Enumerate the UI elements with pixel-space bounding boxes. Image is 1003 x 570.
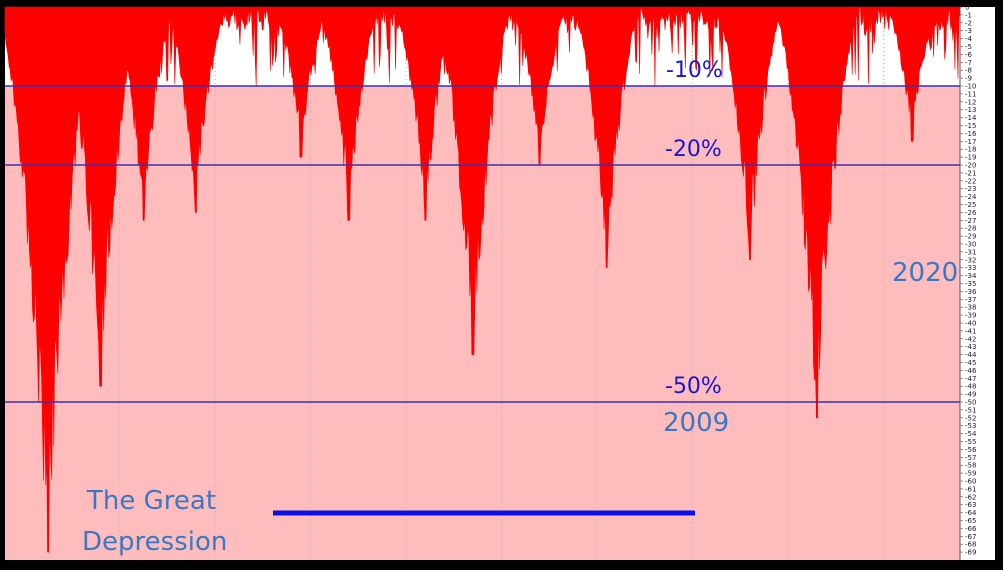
y-tick-label: -21 <box>965 169 976 177</box>
label-minus-20: -20% <box>665 137 722 162</box>
y-tick-label: -50 <box>965 399 976 407</box>
reference-lines <box>5 85 960 403</box>
y-tick-label: -24 <box>965 193 977 201</box>
y-tick-label: -43 <box>965 343 976 351</box>
label-minus-50: -50% <box>665 374 722 399</box>
y-tick-label: -45 <box>965 359 976 367</box>
y-tick-label: -7 <box>965 59 972 67</box>
y-tick-label: -10 <box>965 83 976 91</box>
label-2009: 2009 <box>663 408 730 438</box>
y-tick-label: -67 <box>965 533 976 541</box>
y-tick-label: -69 <box>965 549 976 557</box>
y-tick-label: -61 <box>965 485 976 493</box>
label-great-depression-line1: The Great <box>87 486 217 516</box>
y-tick-label: -57 <box>965 454 976 462</box>
y-tick-label: -39 <box>965 312 976 320</box>
y-tick-label: -25 <box>965 201 976 209</box>
label-minus-10: -10% <box>666 58 723 83</box>
y-tick-label: -54 <box>965 430 977 438</box>
y-axis-background <box>960 7 995 560</box>
y-tick-label: -47 <box>965 375 976 383</box>
y-tick-label: -46 <box>965 367 977 375</box>
label-2020: 2020 <box>892 258 959 288</box>
y-tick-label: -41 <box>965 327 976 335</box>
y-tick-label: -68 <box>965 541 976 549</box>
y-tick-label: -26 <box>965 209 977 217</box>
y-tick-label: -12 <box>965 98 976 106</box>
y-tick-label: -8 <box>965 67 972 75</box>
y-tick-label: -35 <box>965 280 976 288</box>
y-tick-label: -66 <box>965 525 977 533</box>
y-tick-label: -60 <box>965 478 976 486</box>
y-tick-label: -31 <box>965 248 976 256</box>
y-tick-label: -42 <box>965 335 976 343</box>
y-tick-label: -16 <box>965 130 977 138</box>
y-tick-label: -48 <box>965 383 976 391</box>
y-tick-label: -53 <box>965 422 976 430</box>
y-tick-label: -22 <box>965 177 976 185</box>
y-tick-label: -3 <box>965 27 972 35</box>
y-tick-label: -49 <box>965 391 976 399</box>
y-tick-label: -36 <box>965 288 977 296</box>
y-tick-label: -58 <box>965 462 976 470</box>
y-tick-label: -64 <box>965 509 977 517</box>
y-tick-label: -11 <box>965 90 976 98</box>
y-tick-label: -18 <box>965 146 976 154</box>
label-great-depression-line2: Depression <box>82 527 228 557</box>
y-tick-label: -37 <box>965 296 976 304</box>
y-tick-label: -32 <box>965 256 976 264</box>
y-tick-label: -2 <box>965 19 972 27</box>
y-tick-label: -29 <box>965 233 976 241</box>
y-tick-label: -6 <box>965 51 973 59</box>
y-tick-label: 0 <box>965 4 969 12</box>
y-tick-label: -63 <box>965 501 976 509</box>
y-axis: 0-1-2-3-4-5-6-7-8-9-10-11-12-13-14-15-16… <box>959 4 995 560</box>
y-tick-label: -17 <box>965 138 976 146</box>
y-tick-label: -62 <box>965 493 976 501</box>
drawdown-series <box>4 6 961 553</box>
y-tick-label: -1 <box>965 11 972 19</box>
y-tick-label: -55 <box>965 438 976 446</box>
y-tick-label: -56 <box>965 446 977 454</box>
y-tick-label: -14 <box>965 114 977 122</box>
y-tick-label: -4 <box>965 35 973 43</box>
y-tick-label: -15 <box>965 122 976 130</box>
y-tick-label: -27 <box>965 217 976 225</box>
y-tick-label: -34 <box>965 272 977 280</box>
y-tick-label: -23 <box>965 185 976 193</box>
y-tick-label: -65 <box>965 517 976 525</box>
y-tick-label: -9 <box>965 75 972 83</box>
y-tick-label: -40 <box>965 320 976 328</box>
y-tick-label: -51 <box>965 406 976 414</box>
y-tick-label: -5 <box>965 43 972 51</box>
y-tick-label: -44 <box>965 351 977 359</box>
y-tick-label: -59 <box>965 470 976 478</box>
y-tick-label: -13 <box>965 106 976 114</box>
y-tick-label: -38 <box>965 304 976 312</box>
y-tick-label: -19 <box>965 154 976 162</box>
y-tick-label: -20 <box>965 162 976 170</box>
y-tick-label: -30 <box>965 241 976 249</box>
y-tick-label: -28 <box>965 225 976 233</box>
y-tick-label: -33 <box>965 264 976 272</box>
y-tick-label: -52 <box>965 414 976 422</box>
